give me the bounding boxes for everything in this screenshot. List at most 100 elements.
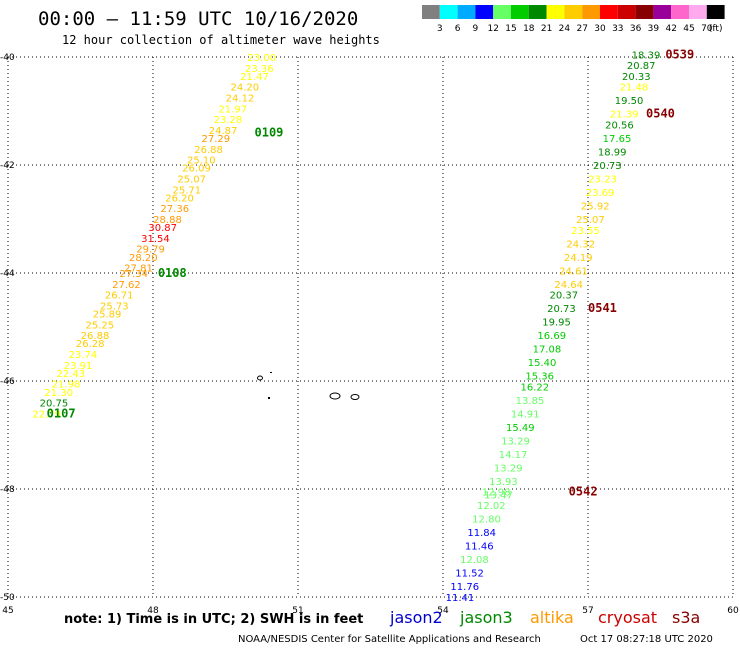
- x-tick-label: 45: [2, 606, 13, 616]
- colorbar-tick: 3: [437, 24, 443, 34]
- colorbar-tick: 39: [648, 24, 660, 34]
- wave-height-label: 23.69: [586, 188, 615, 199]
- colorbar-swatch: [689, 5, 707, 19]
- colorbar-tick: 18: [523, 24, 535, 34]
- track-time-label: 0542: [569, 485, 598, 499]
- colorbar-tick: 70: [701, 24, 713, 34]
- wave-height-label: 17.65: [603, 134, 632, 145]
- wave-height-label: 23.00: [247, 53, 276, 64]
- wave-height-label: 12.02: [477, 501, 506, 512]
- chart-title: 00:00 – 11:59 UTC 10/16/2020: [38, 8, 359, 30]
- wave-height-label: 24.12: [226, 94, 255, 105]
- wave-height-label: 31.54: [141, 234, 170, 245]
- wave-height-label: 13.93: [489, 477, 518, 488]
- wave-height-label: 21.30: [44, 388, 73, 399]
- wave-height-label: 25.07: [177, 175, 206, 186]
- wave-height-label: 25.71: [173, 185, 202, 196]
- footer-timestamp: Oct 17 08:27:18 UTC 2020: [580, 634, 713, 645]
- track-labels: 0109 0108 0107 0539 0540 0541 0542: [47, 47, 695, 498]
- wave-height-label: 27.29: [202, 134, 231, 145]
- wave-height-label: 27.62: [112, 280, 141, 291]
- y-tick-label: -46: [0, 377, 15, 387]
- wave-height-label: 30.87: [148, 223, 177, 234]
- wave-height-label: 27.81: [124, 264, 153, 275]
- wave-height-label: 11.46: [465, 542, 494, 553]
- wave-height-label: 13.29: [501, 436, 530, 447]
- islands: [257, 372, 360, 400]
- wave-height-label: 26.88: [81, 331, 110, 342]
- wave-height-label: 20.87: [627, 61, 656, 72]
- wave-height-label: 15.40: [528, 358, 557, 369]
- x-tick-label: 60: [727, 606, 739, 616]
- wave-height-label: 25.07: [576, 215, 605, 226]
- colorbar-swatch: [422, 5, 440, 19]
- wave-height-label: 13.29: [494, 463, 523, 474]
- wave-height-label: 26.88: [194, 145, 223, 156]
- colorbar-tick: 45: [683, 24, 694, 34]
- wave-height-label: 20.73: [547, 304, 576, 315]
- wave-height-label: 20.75: [40, 399, 69, 410]
- wave-height-label: 16.22: [521, 382, 550, 393]
- colorbar-swatch: [706, 5, 725, 19]
- chart-subtitle: 12 hour collection of altimeter wave hei…: [62, 33, 380, 47]
- mission-altika: altika: [530, 608, 574, 627]
- y-tick-label: -50: [0, 593, 15, 603]
- wave-height-label: 24.87: [209, 126, 238, 137]
- colorbar-tick: 36: [630, 24, 642, 34]
- wave-height-label: 18.39: [632, 50, 661, 61]
- colorbar-swatch: [671, 5, 689, 19]
- wave-height-label: 25.92: [581, 202, 610, 213]
- wave-height-label: 21.39: [610, 110, 639, 121]
- colorbar-swatch: [528, 5, 547, 19]
- colorbar-swatch: [617, 5, 636, 19]
- wave-height-label: 24.64: [554, 280, 583, 291]
- colorbar-tick: (ft): [709, 24, 723, 34]
- x-tick-label: 57: [582, 606, 593, 616]
- wave-height-label: 20.37: [550, 291, 579, 302]
- wave-height-label: 24.61: [559, 266, 588, 277]
- mission-jason2: jason2: [390, 608, 443, 627]
- island-shape: [270, 372, 272, 373]
- wave-height-label: 21.98: [52, 380, 81, 391]
- x-tick-label: 54: [437, 606, 449, 616]
- colorbar-tick: 21: [541, 24, 552, 34]
- colorbar-swatch: [600, 5, 618, 19]
- wave-height-label: 25.89: [93, 310, 122, 321]
- colorbar-swatch: [582, 5, 600, 19]
- wave-height-label: 14.17: [499, 450, 528, 461]
- colorbar-tick: 42: [665, 24, 676, 34]
- colorbar-swatch: [546, 5, 565, 19]
- track-time-label: 0107: [47, 406, 76, 420]
- track-time-label: 0540: [646, 107, 675, 121]
- colorbar-tick: 30: [594, 24, 606, 34]
- wave-height-label: 26.20: [165, 193, 194, 204]
- wave-height-label: 11.52: [455, 569, 484, 580]
- colorbar-swatch: [475, 5, 494, 19]
- wave-height-label: 23.91: [64, 361, 93, 372]
- wave-height-label: 14.91: [511, 409, 540, 420]
- x-tick-label: 51: [292, 606, 303, 616]
- y-tick-label: -42: [0, 161, 15, 171]
- mission-jason3: jason3: [460, 608, 513, 627]
- wave-height-label: 11.41: [446, 593, 475, 604]
- wave-height-label: 29.79: [136, 245, 165, 256]
- wave-height-label: 26.28: [76, 339, 105, 350]
- wave-height-label: 22.43: [57, 369, 86, 380]
- wave-height-label: 27.34: [119, 269, 148, 280]
- wave-height-label: 26.71: [105, 291, 134, 302]
- y-tick-label: -40: [0, 53, 15, 63]
- track-time-label: 0109: [255, 126, 284, 140]
- colorbar-swatch: [653, 5, 672, 19]
- wave-height-label: 19.50: [615, 96, 644, 107]
- wave-height-label: 21.48: [620, 83, 649, 94]
- wave-height-label: 24.20: [231, 83, 260, 94]
- colorbar: 3 6 9 12 15 18 21 24 27 30 33 36 39 42 45 70(ft): [422, 5, 725, 34]
- wave-height-label: 25.73: [100, 301, 129, 312]
- island-shape: [350, 394, 360, 400]
- wave-height-label: 28.88: [153, 215, 182, 226]
- wave-height-label: 21.47: [240, 72, 269, 83]
- wave-height-label: 21.97: [218, 104, 247, 115]
- island-shape: [257, 375, 263, 381]
- wave-height-label: 17.08: [533, 345, 562, 356]
- wave-height-label: 13.47: [484, 490, 513, 501]
